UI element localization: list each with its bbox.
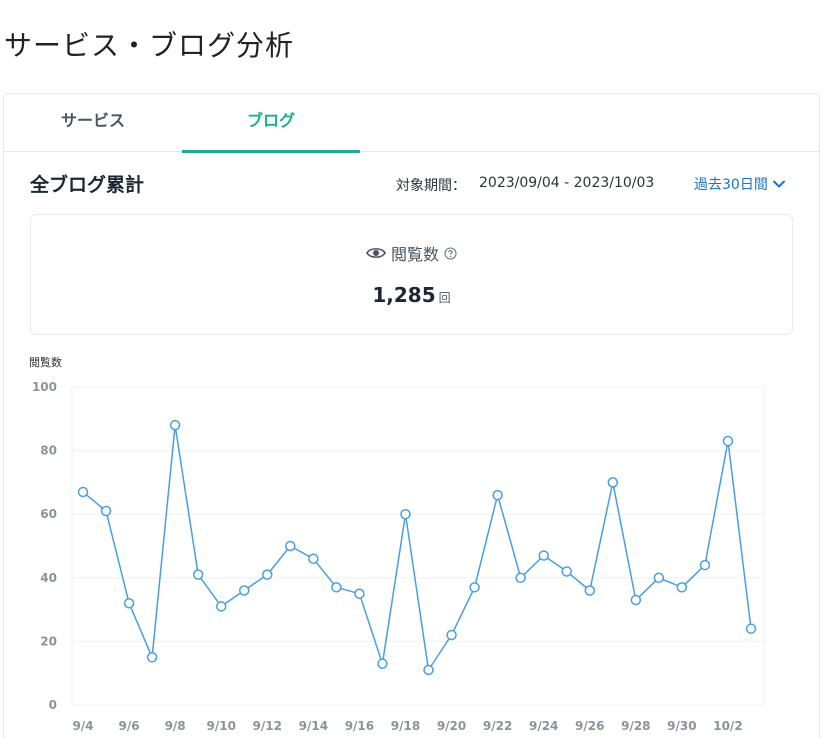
tab-blog[interactable]: ブログ bbox=[182, 94, 360, 153]
section-title: 全ブログ累計 bbox=[30, 174, 145, 196]
views-unit: 回 bbox=[438, 291, 451, 305]
views-value: 1,285 bbox=[372, 283, 436, 307]
tab-bar: サービス ブログ bbox=[4, 94, 819, 153]
page-title: サービス・ブログ分析 bbox=[4, 29, 295, 62]
period-label: 対象期間： bbox=[396, 178, 466, 194]
tab-service[interactable]: サービス bbox=[60, 111, 125, 130]
period-dropdown[interactable]: 過去30日間 bbox=[694, 174, 786, 194]
chevron-down-icon bbox=[772, 180, 785, 188]
analytics-card: サービス ブログ 全ブログ累計 対象期間： 2023/09/04 - 2023/… bbox=[3, 93, 820, 738]
eye-icon bbox=[366, 248, 386, 258]
views-label: 閲覧数 bbox=[390, 245, 439, 264]
period-dropdown-label: 過去30日間 bbox=[694, 177, 768, 193]
period-range: 2023/09/04 - 2023/10/03 bbox=[479, 175, 655, 191]
question-circle-icon[interactable] bbox=[444, 246, 457, 260]
views-stat-box: 閲覧数 1,285 回 bbox=[30, 214, 793, 335]
